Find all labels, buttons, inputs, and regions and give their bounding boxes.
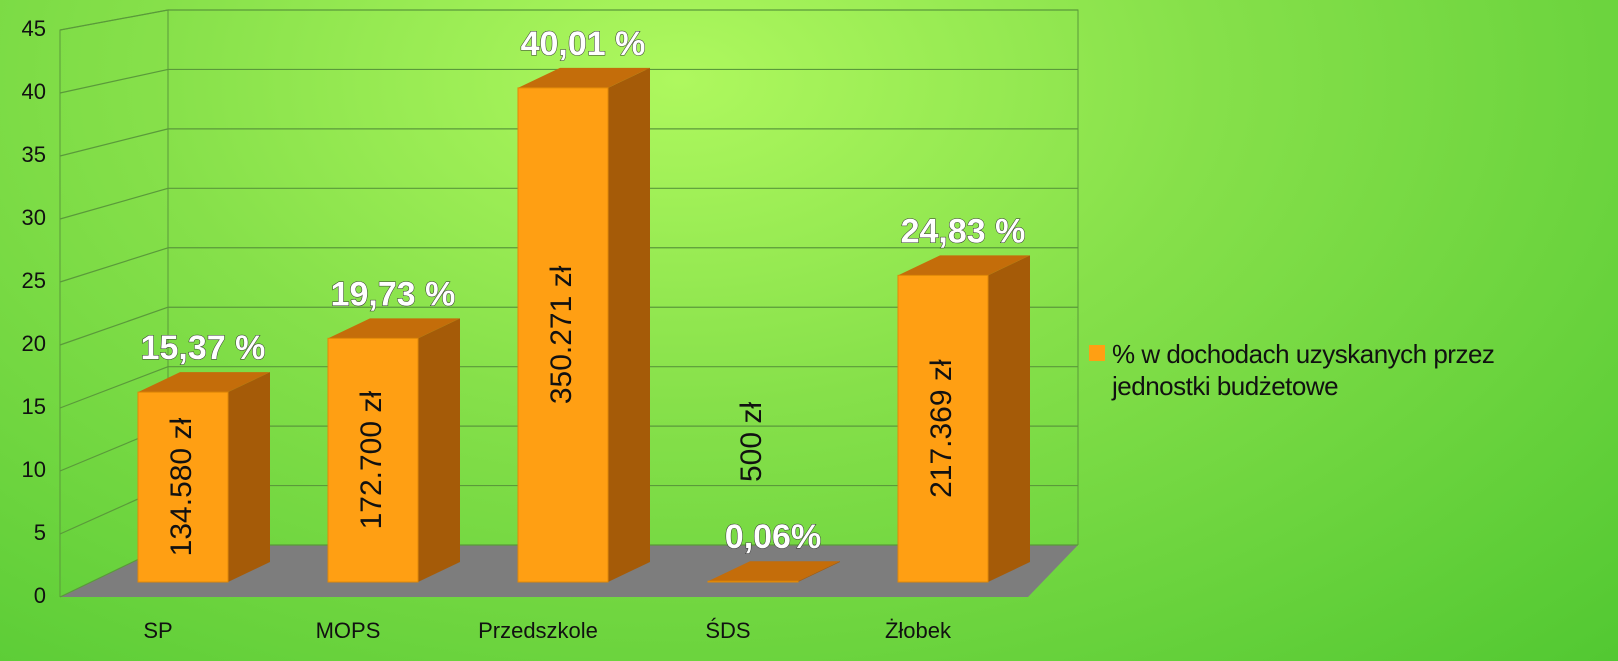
legend-swatch [1089,345,1105,361]
y-tick-label: 25 [22,268,46,293]
grid-line [59,366,169,409]
grid-line [59,187,169,220]
y-tick-label: 15 [22,394,46,419]
grid-line [59,9,169,31]
bar [327,337,419,583]
data-label: 24,83 % [901,212,1026,250]
y-tick-label: 45 [22,16,46,41]
bar-side [418,318,460,582]
y-tick-label: 10 [22,457,46,482]
bar-side [798,561,840,582]
x-tick-label: MOPS [316,618,381,643]
grid-line [59,68,169,94]
data-label: 19,73 % [331,275,456,313]
y-tick-label: 20 [22,331,46,356]
y-tick-label: 30 [22,205,46,230]
x-tick-label: Przedszkole [478,618,598,643]
data-label: 40,01 % [521,25,646,63]
x-tick-label: ŚDS [705,618,750,643]
grid-line [59,306,169,346]
amount-label: 500 zł [735,402,768,482]
y-tick-label: 5 [34,520,46,545]
data-label: 15,37 % [141,329,266,367]
x-tick-label: SP [143,618,172,643]
bar [517,87,609,583]
x-tick-label: Żłobek [885,618,952,643]
bar-top [138,372,270,393]
bar-side [988,255,1030,583]
grid-line [59,128,169,157]
amount-label: 350.271 zł [545,265,578,404]
bar-side [228,372,270,582]
grid-line [59,247,169,283]
y-tick-label: 40 [22,79,46,104]
data-label: 0,06% [725,518,821,556]
bar-top [708,561,840,582]
amount-label: 134.580 zł [165,418,198,557]
bar-side [608,67,650,582]
bar-top [898,255,1030,276]
amount-label: 172.700 zł [355,391,388,530]
bar [897,274,989,583]
y-tick-label: 35 [22,142,46,167]
legend-label: % w dochodach uzyskanych przez jednostki… [1112,339,1495,401]
bar-top [328,318,460,339]
bar [707,580,799,583]
bar [137,391,229,583]
amount-label: 217.369 zł [925,359,958,498]
y-tick-label: 0 [34,583,46,608]
bar-top [518,67,650,88]
